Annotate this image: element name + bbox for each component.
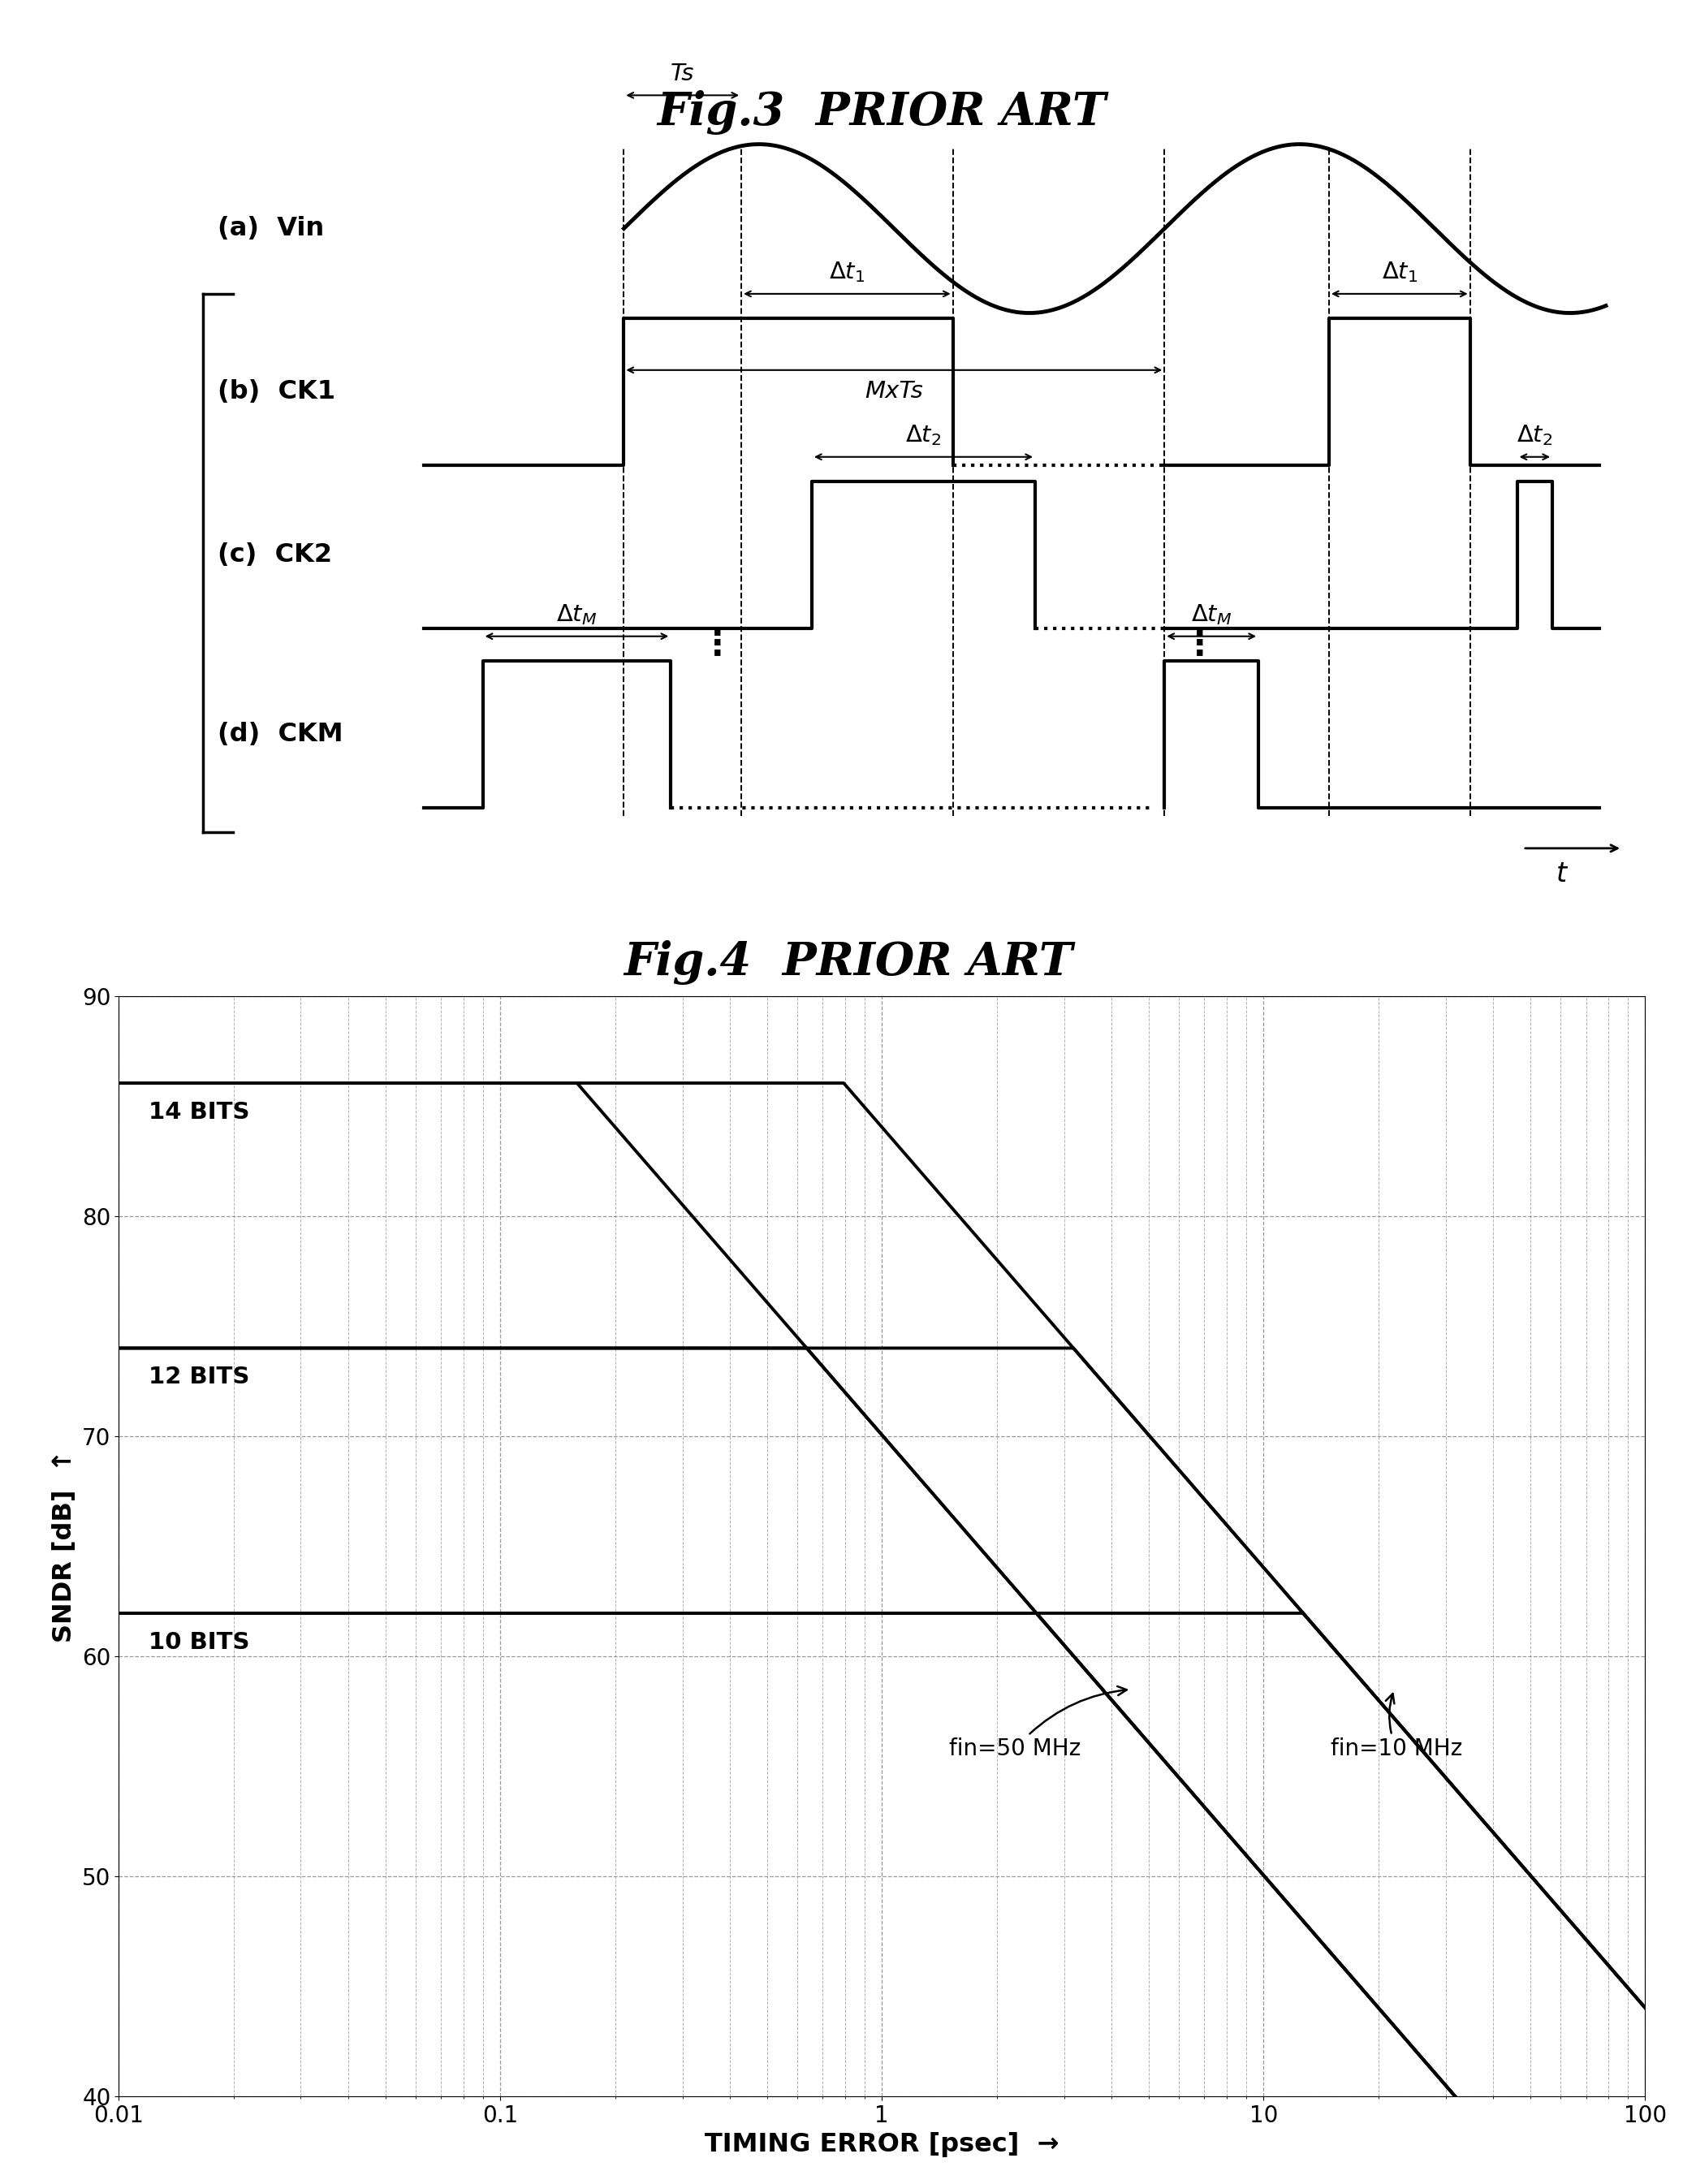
Text: MxTs: MxTs [865, 380, 923, 402]
Text: $\Delta t_M$: $\Delta t_M$ [556, 603, 597, 627]
Text: (c)  CK2: (c) CK2 [217, 542, 332, 568]
Text: 10 BITS: 10 BITS [149, 1631, 249, 1653]
Text: Fig.4  PRIOR ART: Fig.4 PRIOR ART [624, 941, 1072, 985]
Text: Ts: Ts [670, 63, 694, 85]
Text: $\Delta t_M$: $\Delta t_M$ [1191, 603, 1231, 627]
Text: (a)  Vin: (a) Vin [217, 216, 324, 240]
Text: 14 BITS: 14 BITS [149, 1101, 249, 1123]
Text: ⋮: ⋮ [1182, 627, 1216, 662]
Text: (b)  CK1: (b) CK1 [217, 380, 336, 404]
Text: 12 BITS: 12 BITS [149, 1365, 249, 1389]
Text: Fig.3  PRIOR ART: Fig.3 PRIOR ART [658, 90, 1106, 135]
Text: ⋮: ⋮ [700, 627, 734, 662]
Text: (d)  CKM: (d) CKM [217, 721, 344, 747]
X-axis label: TIMING ERROR [psec]  →: TIMING ERROR [psec] → [706, 2132, 1058, 2158]
Text: t: t [1555, 860, 1567, 887]
Text: $\Delta t_1$: $\Delta t_1$ [1382, 260, 1418, 284]
Text: fin=50 MHz: fin=50 MHz [950, 1686, 1126, 1760]
Text: fin=10 MHz: fin=10 MHz [1331, 1693, 1462, 1760]
Text: $\Delta t_2$: $\Delta t_2$ [1516, 424, 1552, 448]
Text: $\Delta t_2$: $\Delta t_2$ [906, 424, 941, 448]
Text: $\Delta t_1$: $\Delta t_1$ [829, 260, 865, 284]
Y-axis label: SNDR [dB]  ↑: SNDR [dB] ↑ [53, 1450, 78, 1642]
